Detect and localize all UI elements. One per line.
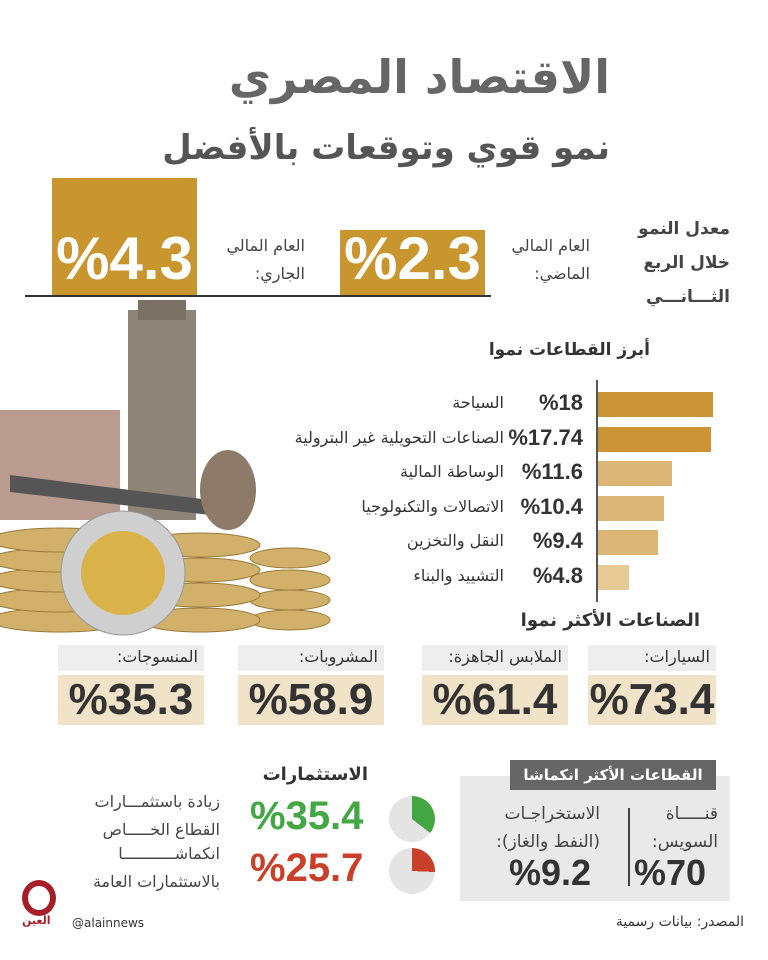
bar-category-label: الصناعات التحويلية غير البترولية — [294, 427, 504, 447]
growth-label-line: معدل النمو — [638, 219, 730, 239]
bar-category-label: السياحة — [452, 393, 504, 412]
label-line: الماضي: — [534, 264, 590, 283]
bar-value-label: %17.74 — [508, 424, 583, 450]
source-note: المصدر: بيانات رسمية — [615, 914, 744, 930]
bar-category-label: النقل والتخزين — [406, 531, 504, 551]
growth-label-line: الثـــانـــي — [646, 287, 730, 307]
investments-title: الاستثمارات — [262, 764, 368, 785]
bar — [598, 461, 673, 487]
contraction-divider — [628, 808, 630, 886]
previous-year-value: %2.3 — [340, 225, 485, 295]
economy-illustration — [0, 300, 331, 636]
industry-value: %35.3 — [58, 675, 204, 725]
industry-label: الملابس الجاهزة: — [422, 645, 568, 671]
investment-pie — [389, 848, 435, 894]
investment-value: %25.7 — [250, 846, 364, 890]
industry-value: %58.9 — [238, 675, 384, 725]
investment-value: %35.4 — [250, 794, 364, 838]
page-subtitle: نمو قوي وتوقعات بالأفضل — [162, 128, 610, 168]
chart-axis — [596, 380, 598, 602]
label-line: (النفط والغاز): — [496, 832, 600, 852]
bar — [598, 530, 659, 556]
industry-label: المنسوجات: — [58, 645, 204, 671]
label-line: العام المالي — [226, 236, 305, 255]
bar — [598, 565, 629, 590]
label-line: العام المالي — [511, 236, 590, 255]
page-title: الاقتصاد المصري — [228, 50, 610, 104]
industry-label: المشروبات: — [238, 645, 384, 671]
label-line: الجاري: — [254, 264, 305, 283]
label-line: زيادة باستثمـــارات — [94, 792, 220, 811]
baseline-divider — [25, 295, 491, 297]
investment-label: زيادة باستثمـــارات القطاع الخـــــاص — [95, 788, 220, 844]
label-line: قنـــــاة — [665, 804, 718, 824]
bar — [598, 495, 665, 521]
suez-label: قنـــــاة السويس: — [652, 800, 718, 856]
bar — [598, 426, 712, 452]
bar-value-label: %10.4 — [520, 493, 583, 519]
industry-label: السيارات: — [588, 645, 716, 671]
current-year-label: العام المالي الجاري: — [226, 232, 305, 288]
growth-label: معدل النمو خلال الربع الثـــانـــي — [638, 212, 730, 314]
bar-value-label: %11.6 — [521, 459, 583, 485]
previous-year-label: العام المالي الماضي: — [511, 232, 590, 288]
investment-pie — [389, 796, 435, 842]
bar-value-label: %9.4 — [532, 528, 583, 554]
contraction-panel — [460, 776, 730, 901]
sectors-title: أبرز القطاعات نموا — [488, 340, 650, 360]
bar-category-label: الاتصالات والتكنولوجيا — [361, 496, 504, 516]
social-handle: @alainnews — [72, 916, 145, 930]
label-line: القطاع الخـــــاص — [102, 820, 220, 839]
industries-title: الصناعات الأكثر نموا — [520, 610, 700, 631]
bar-category-label: الوساطة المالية — [400, 462, 504, 482]
logo-text: العين — [22, 914, 51, 927]
label-line: السويس: — [652, 832, 718, 852]
label-line: بالاستثمارات العامة — [92, 872, 220, 891]
alain-logo-icon — [22, 880, 56, 916]
bar — [598, 392, 713, 417]
bar-value-label: %18 — [538, 390, 583, 415]
suez-value: %70 — [633, 852, 706, 893]
growth-label-line: خلال الربع — [643, 253, 730, 273]
industry-value: %73.4 — [588, 675, 716, 725]
industry-value: %61.4 — [422, 675, 568, 725]
extractions-label: الاستخراجـات (النفط والغاز): — [496, 800, 600, 856]
current-year-value: %4.3 — [52, 178, 197, 295]
label-line: انكماشـــــــــــا — [118, 844, 220, 863]
label-line: الاستخراجـات — [504, 804, 600, 824]
bar-category-label: التشييد والبناء — [413, 566, 504, 585]
extractions-value: %9.2 — [508, 852, 591, 893]
contraction-title: القطاعات الأكثر انكماشا — [510, 760, 716, 790]
investment-label: انكماشـــــــــــا بالاستثمارات العامة — [93, 840, 220, 896]
bar-value-label: %4.8 — [532, 563, 583, 588]
